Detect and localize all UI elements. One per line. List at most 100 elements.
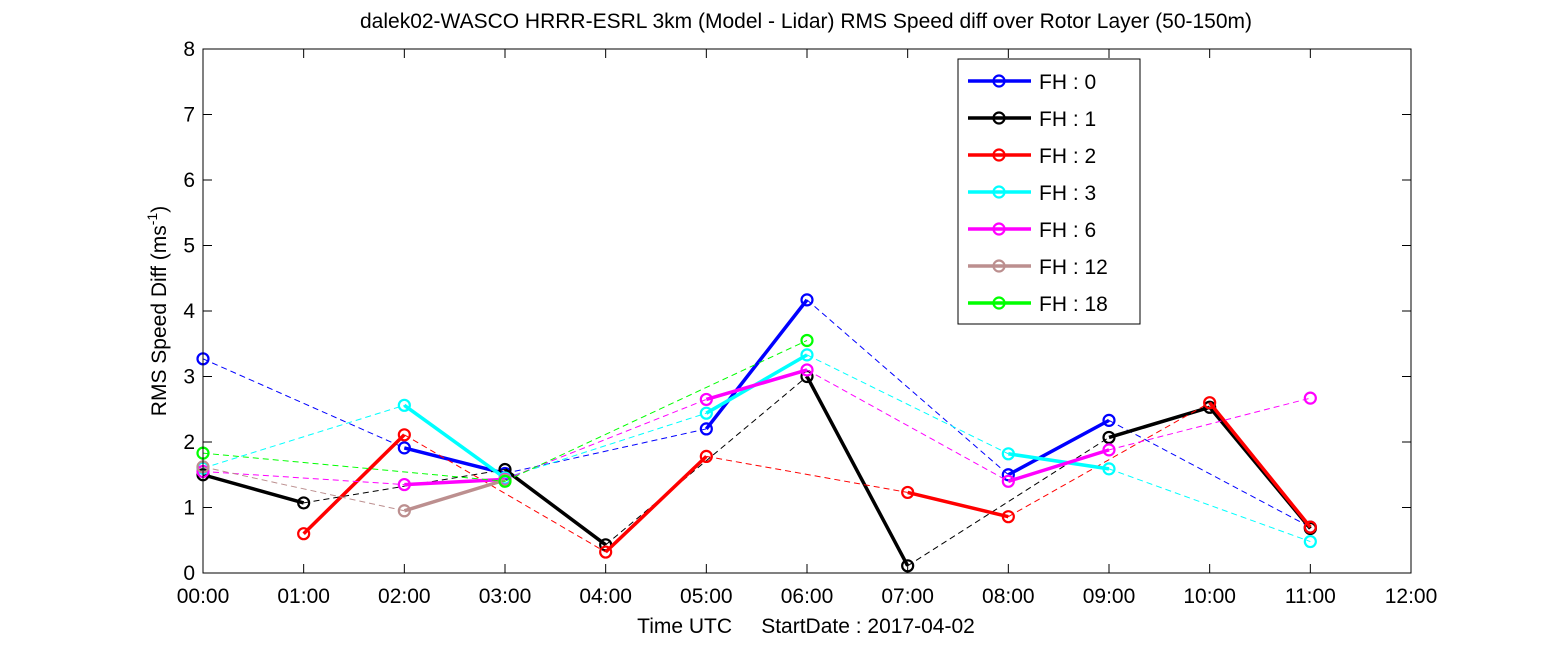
series-gap-segment (504, 340, 808, 482)
series-line-segment (403, 403, 507, 480)
x-tick-label: 04:00 (579, 585, 632, 608)
legend-label: FH : 2 (1039, 145, 1096, 168)
y-axis-label: RMS Speed Diff (ms-1) (144, 206, 171, 416)
data-point (901, 485, 915, 500)
y-axis-label-end: ) (148, 206, 171, 213)
data-point (800, 363, 814, 377)
x-tick-label: 07:00 (881, 585, 934, 608)
series-gap-segment (202, 452, 506, 482)
series-line-segment (1007, 448, 1110, 483)
axes-box (202, 48, 1412, 574)
data-point (397, 504, 411, 518)
y-tick-label: 3 (183, 366, 195, 389)
x-tick-label: 05:00 (680, 585, 733, 608)
data-point (297, 527, 311, 541)
data-point (599, 545, 613, 559)
series-line-segment (403, 478, 506, 513)
y-tick-label: 8 (183, 38, 195, 61)
y-tick-label: 7 (183, 104, 195, 127)
x-axis-label: Time UTC StartDate : 2017-04-02 (637, 615, 975, 638)
series-line-segment (302, 433, 406, 535)
legend-swatch-marker (992, 185, 1006, 199)
y-axis-label-superscript: -1 (144, 213, 160, 226)
x-tick-label: 02:00 (378, 585, 431, 608)
legend-item: FH : 18 (968, 293, 1108, 316)
data-point (1001, 510, 1015, 524)
legend-item: FH : 6 (968, 219, 1096, 242)
series-layer (196, 293, 1317, 573)
legend-label: FH : 12 (1039, 256, 1108, 279)
data-point (498, 474, 512, 488)
y-tick-label: 0 (183, 562, 195, 585)
data-point (1303, 391, 1317, 405)
series-gap-segment (806, 369, 1009, 482)
legend: FH : 0 FH : 1 FH : 2 FH : 3 FH : 6 FH : 12 FH … (957, 58, 1141, 325)
x-axis: 00:00 01:00 02:00 03:00 04:00 05:00 06:00 07:00… (177, 49, 1437, 608)
series-line-segment (403, 446, 506, 476)
legend-label: FH : 3 (1039, 182, 1096, 205)
data-point (297, 496, 311, 510)
series-gap-segment (202, 404, 405, 469)
legend-item: FH : 1 (968, 108, 1096, 131)
data-point (1102, 443, 1116, 457)
series-line-segment (805, 375, 910, 567)
legend-swatch-marker (992, 259, 1006, 273)
legend-label: FH : 6 (1039, 219, 1096, 242)
series-gap-segment (605, 376, 808, 546)
y-axis-label-main: RMS Speed Diff (ms (148, 225, 171, 416)
y-tick-label: 1 (183, 497, 195, 520)
data-point (800, 293, 814, 307)
x-tick-label: 01:00 (277, 585, 330, 608)
series-gap-segment (1008, 402, 1210, 518)
legend-label: FH : 0 (1039, 71, 1096, 94)
x-tick-label: 11:00 (1285, 585, 1336, 608)
series-line-segment (907, 490, 1009, 519)
series-gap-segment (1108, 468, 1311, 543)
legend-swatch-marker (992, 111, 1006, 125)
series-5 (196, 460, 512, 518)
series-gap-segment (1108, 397, 1311, 451)
series-line-segment (1008, 452, 1110, 471)
x-tick-label: 09:00 (1083, 585, 1136, 608)
data-point (397, 428, 411, 442)
data-point (699, 392, 713, 407)
series-line-segment (202, 473, 305, 505)
series-gap-segment (303, 469, 506, 504)
data-point (699, 449, 713, 464)
x-tick-label: 00:00 (177, 585, 230, 608)
data-point (1303, 534, 1317, 549)
x-tick-label: 10:00 (1183, 585, 1236, 608)
data-point (800, 348, 814, 362)
legend-item: FH : 12 (968, 256, 1108, 279)
series-gap-segment (202, 470, 405, 486)
legend-item: FH : 0 (968, 71, 1096, 94)
series-gap-segment (706, 455, 908, 493)
data-point (397, 441, 411, 455)
data-point (699, 406, 713, 420)
series-line-segment (604, 455, 708, 554)
series-gap-segment (504, 398, 707, 480)
legend-label: FH : 18 (1039, 293, 1108, 316)
series-line-segment (404, 477, 506, 487)
data-point (397, 477, 411, 492)
data-point (397, 398, 411, 412)
series-gap-segment (202, 466, 405, 512)
legend-swatch-marker (992, 74, 1006, 88)
series-line-segment (503, 468, 607, 547)
y-tick-label: 2 (183, 431, 195, 454)
series-gap-segment (504, 428, 707, 474)
legend-swatch-marker (992, 222, 1006, 236)
data-point (1102, 462, 1116, 476)
y-tick-label: 5 (183, 235, 195, 258)
series-6 (196, 333, 814, 488)
series-line-segment (1208, 401, 1312, 529)
data-point (1102, 413, 1116, 427)
x-tick-label: 08:00 (982, 585, 1035, 608)
series-line-segment (705, 368, 808, 402)
series-gap-segment (907, 436, 1110, 567)
series-gap-segment (404, 434, 606, 553)
series-line-segment (704, 298, 809, 430)
legend-swatch-marker (992, 296, 1006, 310)
series-line-segment (1007, 418, 1110, 477)
